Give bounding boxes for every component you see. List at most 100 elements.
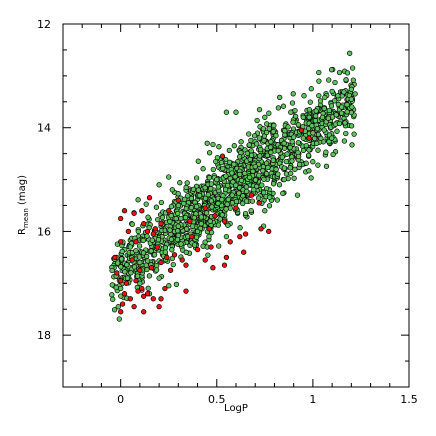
green-data-point xyxy=(250,168,256,174)
green-data-point xyxy=(175,223,181,229)
green-data-point xyxy=(341,89,347,95)
green-data-point xyxy=(251,187,257,193)
green-data-point xyxy=(216,144,222,150)
y-tick-label: 18 xyxy=(37,329,51,342)
green-data-point xyxy=(252,177,259,183)
red-data-point xyxy=(221,262,228,268)
red-data-point xyxy=(144,291,151,297)
green-data-point xyxy=(332,98,338,104)
green-data-point xyxy=(166,174,172,180)
green-data-point xyxy=(133,247,139,254)
green-data-point xyxy=(295,153,302,160)
red-data-point xyxy=(219,153,226,159)
green-data-point xyxy=(244,150,250,156)
green-data-point xyxy=(237,171,243,178)
green-data-point xyxy=(349,142,355,148)
green-data-point xyxy=(169,247,175,253)
green-data-point xyxy=(145,214,151,220)
green-data-point xyxy=(231,143,237,149)
green-data-point xyxy=(283,171,290,177)
green-data-point xyxy=(248,152,255,158)
green-data-point xyxy=(162,249,168,255)
green-data-point xyxy=(265,164,271,171)
green-data-point xyxy=(252,163,258,170)
green-data-point xyxy=(335,93,341,99)
green-data-point xyxy=(116,316,122,322)
green-data-point xyxy=(149,237,155,243)
green-data-point xyxy=(175,210,181,217)
green-data-point xyxy=(328,103,335,109)
red-data-point xyxy=(139,208,145,214)
green-data-point xyxy=(316,92,322,99)
green-data-point xyxy=(220,165,226,172)
green-data-point xyxy=(193,175,200,181)
green-data-point xyxy=(115,260,121,266)
red-data-point xyxy=(202,205,208,211)
green-data-point xyxy=(210,141,216,148)
red-data-point xyxy=(119,301,126,307)
green-data-point xyxy=(333,112,339,118)
green-data-point xyxy=(183,184,189,191)
green-data-point xyxy=(306,114,312,120)
green-data-point xyxy=(137,259,143,266)
red-data-point xyxy=(141,309,147,315)
green-data-point xyxy=(266,110,272,116)
green-data-point xyxy=(205,252,211,258)
green-data-point xyxy=(352,91,358,97)
green-data-point xyxy=(155,237,162,243)
green-data-point xyxy=(336,120,343,127)
green-data-point xyxy=(270,129,276,135)
green-data-point xyxy=(109,267,115,274)
red-data-point xyxy=(158,220,164,227)
green-data-point xyxy=(261,137,267,144)
green-data-point xyxy=(257,153,263,159)
red-data-point xyxy=(150,231,156,237)
red-data-point xyxy=(137,267,143,273)
green-data-point xyxy=(254,117,260,124)
green-data-point xyxy=(208,181,215,187)
y-tick-label: 12 xyxy=(37,18,51,31)
red-data-point xyxy=(139,285,145,292)
green-data-point xyxy=(224,201,230,207)
green-data-point xyxy=(215,200,221,207)
y-axis-title-main: R xyxy=(17,228,28,235)
green-data-point xyxy=(206,175,213,181)
green-data-point xyxy=(167,218,173,225)
green-data-point xyxy=(219,196,225,203)
green-data-point xyxy=(223,206,229,212)
red-data-point xyxy=(242,231,249,237)
green-data-point xyxy=(155,216,161,223)
green-data-point xyxy=(205,192,211,198)
green-data-point xyxy=(339,104,345,110)
red-data-point xyxy=(158,259,164,266)
green-data-point xyxy=(137,280,143,286)
green-data-point xyxy=(183,226,190,232)
green-data-point xyxy=(254,141,260,147)
green-data-point xyxy=(344,102,350,108)
green-data-point xyxy=(325,115,331,121)
green-data-point xyxy=(158,199,165,206)
red-data-point xyxy=(121,208,128,214)
green-data-point xyxy=(225,222,231,228)
green-data-point xyxy=(226,147,232,154)
red-data-point xyxy=(114,270,120,276)
green-data-point xyxy=(344,109,350,115)
green-data-point xyxy=(233,182,239,188)
red-data-point xyxy=(164,254,170,261)
red-data-point xyxy=(133,278,139,284)
green-data-point xyxy=(275,171,281,177)
green-data-point xyxy=(124,275,131,281)
green-data-point xyxy=(191,215,197,221)
green-data-point xyxy=(292,166,298,172)
green-data-point xyxy=(246,131,252,137)
red-data-point xyxy=(187,218,193,224)
green-data-point xyxy=(260,126,267,132)
green-data-point xyxy=(195,187,202,193)
red-data-point xyxy=(298,127,305,133)
green-data-point xyxy=(231,161,237,167)
green-data-point xyxy=(305,152,312,158)
green-data-point xyxy=(344,70,351,76)
red-data-point xyxy=(127,296,133,302)
y-axis-title: Rmean (mag) xyxy=(17,175,30,235)
green-data-point xyxy=(110,296,116,302)
